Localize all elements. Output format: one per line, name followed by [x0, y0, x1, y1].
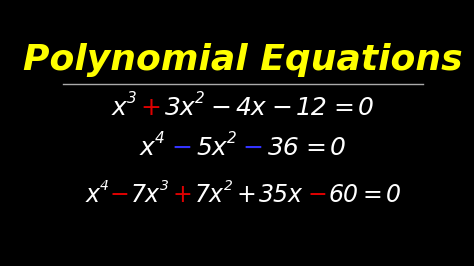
- Text: 0: 0: [385, 183, 401, 207]
- Text: 7x: 7x: [131, 183, 160, 207]
- Text: 60: 60: [328, 183, 358, 207]
- Text: 4: 4: [100, 179, 108, 193]
- Text: −: −: [210, 96, 232, 120]
- Text: =: =: [363, 183, 383, 207]
- Text: 12: 12: [296, 96, 328, 120]
- Text: 3x: 3x: [165, 96, 195, 120]
- Text: 35x: 35x: [259, 183, 303, 207]
- Text: +: +: [141, 96, 162, 120]
- Text: 7x: 7x: [195, 183, 224, 207]
- Text: 5x: 5x: [197, 136, 227, 160]
- Text: 4: 4: [155, 131, 164, 146]
- Text: 0: 0: [358, 96, 374, 120]
- Text: x: x: [140, 136, 155, 160]
- Text: +: +: [173, 183, 192, 207]
- Text: x: x: [85, 183, 100, 207]
- Text: −: −: [272, 96, 292, 120]
- Text: 2: 2: [227, 131, 237, 146]
- Text: −: −: [171, 136, 192, 160]
- Text: 2: 2: [224, 179, 233, 193]
- Text: 2: 2: [195, 91, 205, 106]
- Text: =: =: [333, 96, 355, 120]
- Text: x: x: [112, 96, 127, 120]
- Text: −: −: [307, 183, 327, 207]
- Text: 4x: 4x: [235, 96, 266, 120]
- Text: −: −: [243, 136, 264, 160]
- Text: +: +: [237, 183, 256, 207]
- Text: Polynomial Equations: Polynomial Equations: [23, 43, 463, 77]
- Text: 3: 3: [127, 91, 137, 106]
- Text: =: =: [305, 136, 326, 160]
- Text: 0: 0: [330, 136, 346, 160]
- Text: 3: 3: [160, 179, 169, 193]
- Text: 36: 36: [268, 136, 300, 160]
- Text: −: −: [110, 183, 129, 207]
